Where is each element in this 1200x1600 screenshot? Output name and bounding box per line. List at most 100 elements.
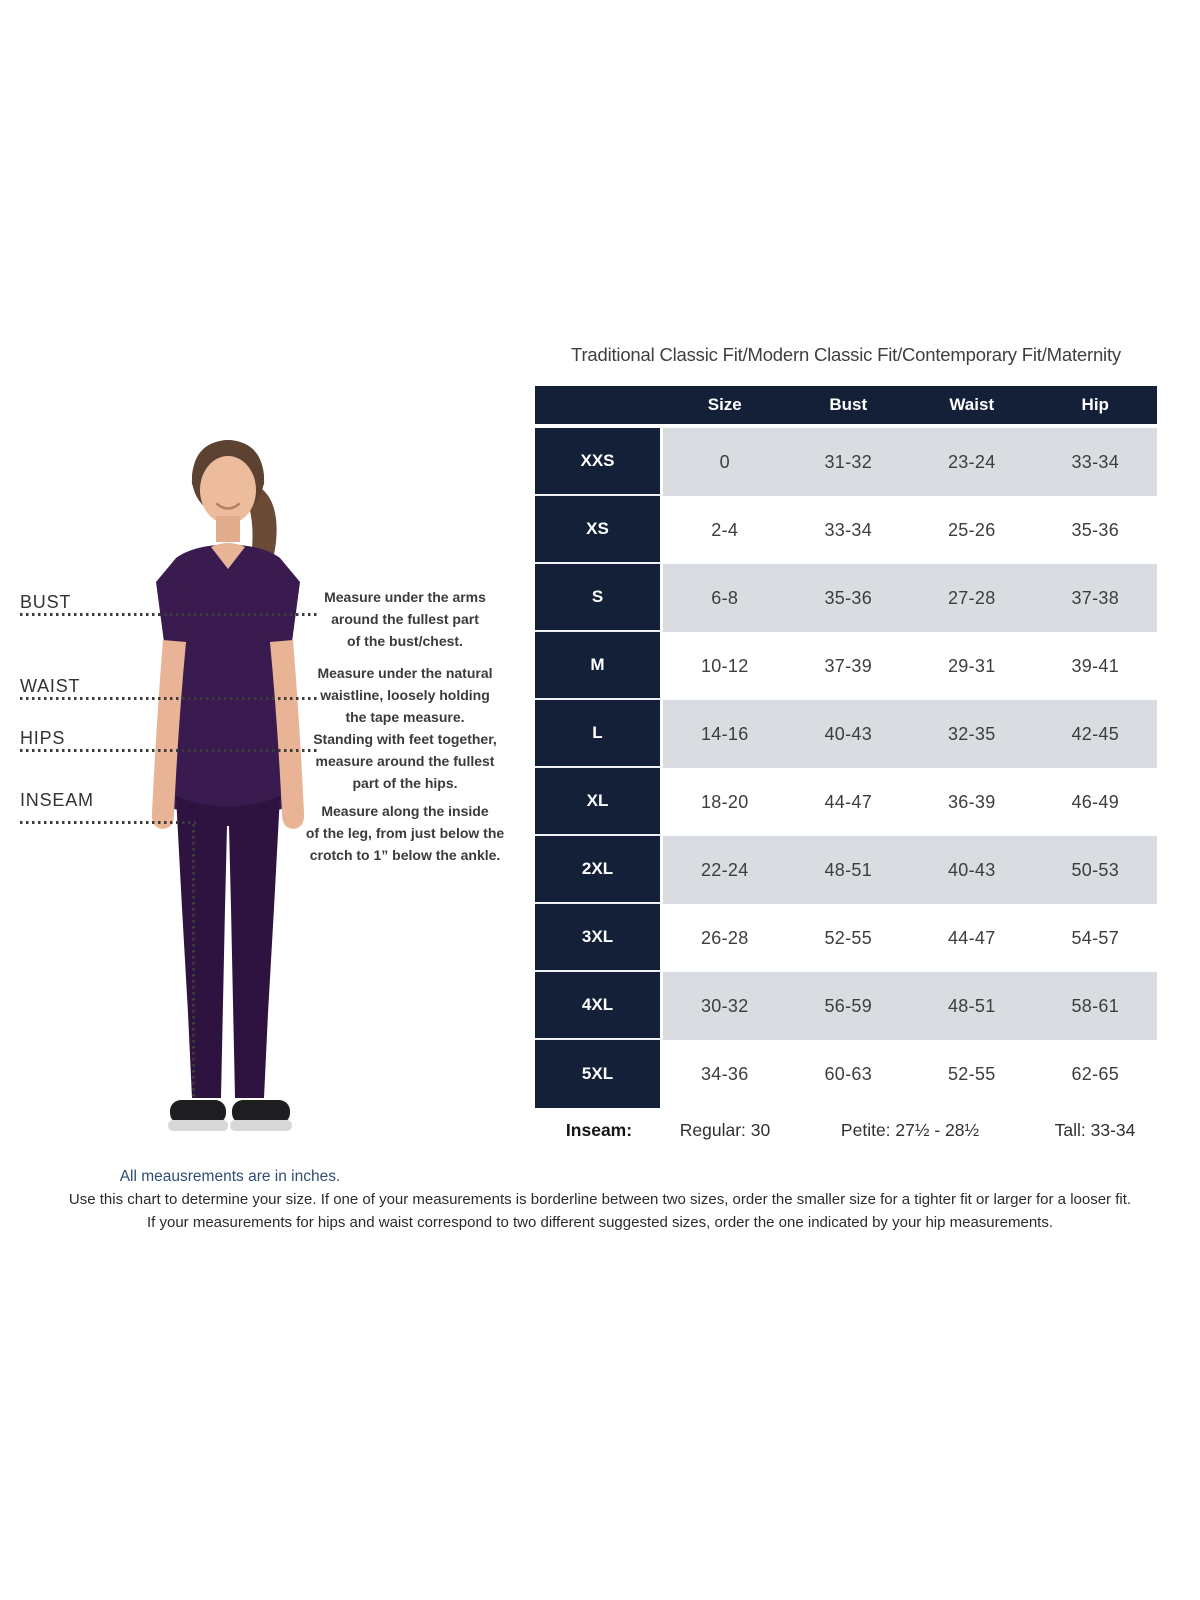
instruction-line: crotch to 1” below the ankle. — [309, 847, 501, 863]
size-value: 37-38 — [1033, 564, 1157, 632]
measure-label-group: INSEAM — [20, 790, 196, 824]
instruction-line: Measure along the inside — [321, 803, 489, 819]
measure-dotted-line — [20, 697, 318, 700]
measure-label-group: BUST — [20, 592, 318, 616]
measure-instruction: Measure along the inside of the leg, from… — [305, 800, 505, 866]
size-value: 42-45 — [1033, 700, 1157, 768]
left-arm — [151, 640, 186, 829]
v-neck — [211, 543, 245, 569]
table-row: 3XL 26-28 52-55 44-47 54-57 — [535, 904, 1157, 972]
size-value: 30-32 — [663, 972, 787, 1040]
size-label: 4XL — [535, 972, 663, 1040]
size-value: 48-51 — [910, 972, 1034, 1040]
instruction-line: of the bust/chest. — [347, 633, 463, 649]
size-value: 48-51 — [786, 836, 910, 904]
measure-dotted-line — [20, 613, 318, 616]
column-header: Hip — [1081, 395, 1109, 414]
footer-line-1: Use this chart to determine your size. I… — [68, 1191, 1132, 1208]
table-row: 2XL 22-24 48-51 40-43 50-53 — [535, 836, 1157, 904]
scrub-top — [162, 544, 294, 815]
scrub-pants — [176, 796, 280, 1098]
right-shoe — [232, 1100, 290, 1124]
measure-label: INSEAM — [20, 790, 94, 810]
instruction-line: waistline, loosely holding — [320, 687, 490, 703]
instruction-line: part of the hips. — [352, 775, 458, 791]
inseam-vertical-line — [192, 824, 195, 1100]
size-value: 40-43 — [910, 836, 1034, 904]
right-shoe-sole — [230, 1120, 292, 1131]
size-value: 60-63 — [786, 1040, 910, 1108]
size-value: 14-16 — [663, 700, 787, 768]
size-value: 46-49 — [1033, 768, 1157, 836]
units-note: All meausrements are in inches. — [119, 1168, 341, 1185]
size-value: 25-26 — [910, 496, 1034, 564]
header-spacer — [535, 386, 663, 424]
table-row: L 14-16 40-43 32-35 42-45 — [535, 700, 1157, 768]
size-value: 44-47 — [910, 904, 1034, 972]
left-sleeve — [156, 558, 190, 642]
measure-dotted-line — [20, 749, 318, 752]
size-value: 6-8 — [663, 564, 787, 632]
size-value: 2-4 — [663, 496, 787, 564]
size-table-header: Size Bust Waist Hip — [535, 386, 1157, 424]
size-label: M — [535, 632, 663, 700]
size-value: 26-28 — [663, 904, 787, 972]
instruction-line: around the fullest part — [331, 611, 479, 627]
size-value: 56-59 — [786, 972, 910, 1040]
column-header: Waist — [949, 395, 995, 414]
size-value: 29-31 — [910, 632, 1034, 700]
face — [200, 456, 256, 524]
column-header: Bust — [829, 395, 868, 414]
size-value: 58-61 — [1033, 972, 1157, 1040]
size-value: 62-65 — [1033, 1040, 1157, 1108]
size-value: 35-36 — [1033, 496, 1157, 564]
size-value: 50-53 — [1033, 836, 1157, 904]
size-label: XS — [535, 496, 663, 564]
size-value: 35-36 — [786, 564, 910, 632]
size-label: L — [535, 700, 663, 768]
size-value: 0 — [663, 428, 787, 496]
left-shoe-sole — [168, 1120, 228, 1131]
instruction-line: measure around the fullest — [315, 753, 495, 769]
measure-instruction: Standing with feet together, measure arou… — [305, 728, 505, 794]
hair-front — [191, 440, 265, 486]
size-value: 34-36 — [663, 1040, 787, 1108]
size-value: 33-34 — [1033, 428, 1157, 496]
measure-label: HIPS — [20, 728, 66, 748]
measure-instruction: Measure under the arms around the fullest… — [305, 586, 505, 652]
size-value: 10-12 — [663, 632, 787, 700]
table-row: M 10-12 37-39 29-31 39-41 — [535, 632, 1157, 700]
table-row: 4XL 30-32 56-59 48-51 58-61 — [535, 972, 1157, 1040]
inseam-regular: Regular: 30 — [679, 1119, 771, 1140]
instruction-line: Standing with feet together, — [313, 731, 497, 747]
size-value: 52-55 — [786, 904, 910, 972]
column-header: Size — [707, 395, 742, 414]
size-value: 37-39 — [786, 632, 910, 700]
size-value: 52-55 — [910, 1040, 1034, 1108]
size-label: 2XL — [535, 836, 663, 904]
size-value: 32-35 — [910, 700, 1034, 768]
size-value: 54-57 — [1033, 904, 1157, 972]
table-row: S 6-8 35-36 27-28 37-38 — [535, 564, 1157, 632]
table-row: XL 18-20 44-47 36-39 46-49 — [535, 768, 1157, 836]
size-table-body: XXS 0 31-32 23-24 33-34 XS 2-4 33-34 25-26 35-36 S… — [535, 428, 1157, 1108]
size-label: S — [535, 564, 663, 632]
inseam-label: Inseam: — [565, 1119, 633, 1140]
size-value: 22-24 — [663, 836, 787, 904]
footer-line-2: If your measurements for hips and waist … — [146, 1214, 1054, 1231]
size-value: 23-24 — [910, 428, 1034, 496]
size-value: 39-41 — [1033, 632, 1157, 700]
size-value: 18-20 — [663, 768, 787, 836]
size-label: XXS — [535, 428, 663, 496]
right-sleeve — [266, 558, 300, 642]
size-value: 44-47 — [786, 768, 910, 836]
inseam-row: Inseam: Regular: 30 Petite: 27½ - 28½ Ta… — [535, 1108, 1157, 1152]
left-shoe — [170, 1100, 226, 1124]
smile — [215, 502, 241, 510]
inseam-tall: Tall: 33-34 — [1054, 1119, 1136, 1140]
instruction-line: Measure under the arms — [324, 589, 486, 605]
size-value: 40-43 — [786, 700, 910, 768]
neck — [216, 516, 240, 542]
size-value: 33-34 — [786, 496, 910, 564]
